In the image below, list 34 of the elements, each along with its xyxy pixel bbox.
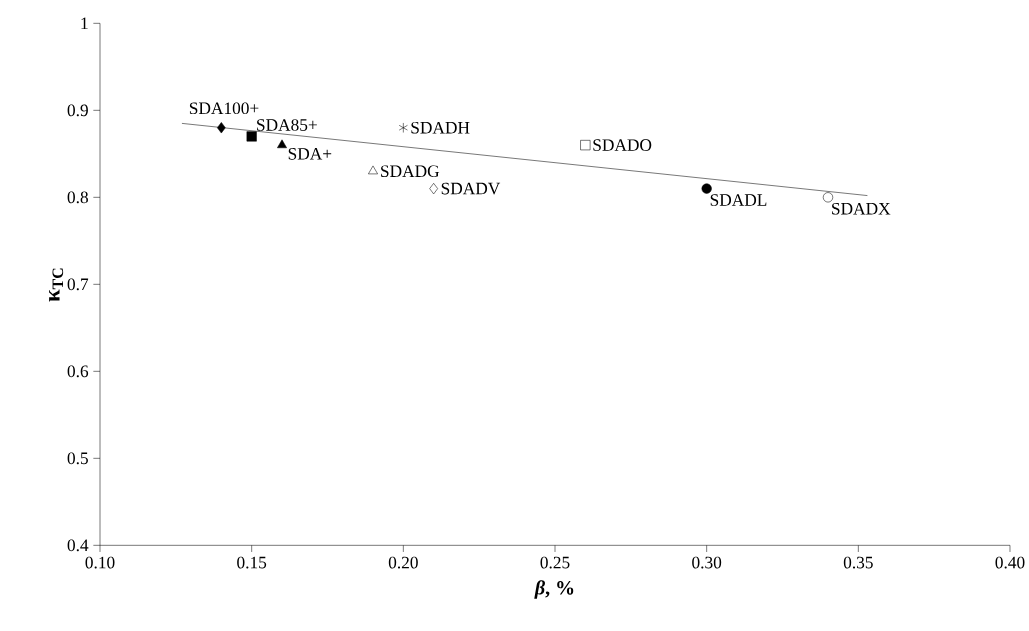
series-label: SDA85+ — [257, 119, 317, 131]
y-tick-label: 0.8 — [67, 191, 88, 204]
point — [217, 122, 226, 134]
point — [398, 122, 408, 133]
series-label: SDADO — [593, 139, 652, 151]
series-label: SDA+ — [288, 148, 332, 160]
series-label: SDADG — [381, 165, 440, 178]
point — [277, 139, 287, 149]
point — [580, 140, 591, 151]
point — [822, 192, 834, 203]
series-label: SDADL — [710, 194, 767, 206]
y-tick-label: 0.9 — [67, 104, 88, 117]
point — [246, 131, 257, 142]
x-tick-label: 0.30 — [692, 556, 722, 569]
x-axis-title: β, % — [534, 580, 574, 599]
y-tick-label: 0.4 — [67, 539, 89, 552]
series-label: SDADH — [411, 121, 470, 134]
x-tick-label: 0.20 — [388, 556, 418, 569]
x-tick-label: 0.25 — [540, 556, 570, 569]
series-label: SDADX — [832, 202, 891, 215]
y-tick-label: 0.5 — [67, 452, 88, 465]
series-label: SDADV — [441, 182, 501, 195]
x-tick-label: 0.35 — [843, 556, 873, 569]
y-tick-label: 0.7 — [67, 278, 89, 291]
point — [429, 183, 438, 195]
y-tick-label: 0.6 — [67, 365, 89, 378]
x-tick-label: 0.15 — [237, 556, 267, 569]
y-axis-title: κ$_{TC}$ — [49, 268, 64, 302]
x-tick-label: 0.40 — [995, 556, 1025, 569]
series-label: SDA100+ — [189, 102, 259, 115]
x-tick-label: 0.10 — [85, 556, 115, 569]
y-tick-label: 1 — [81, 17, 88, 30]
point — [368, 165, 378, 175]
point — [701, 183, 712, 194]
